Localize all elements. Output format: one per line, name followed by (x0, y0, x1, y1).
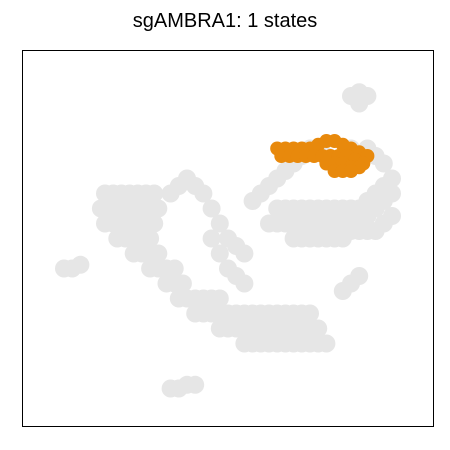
background-cell-point (149, 199, 168, 218)
highlighted-cell-point (344, 164, 358, 178)
background-cell-point (350, 94, 369, 113)
background-cell-point (235, 244, 254, 263)
background-cell-point (210, 214, 229, 233)
background-cell-point (350, 267, 369, 285)
background-cell-point (317, 334, 336, 353)
background-cell-point (301, 304, 319, 323)
background-cell-point (173, 274, 192, 293)
background-cell-point (383, 207, 401, 225)
background-cell-point (149, 244, 168, 263)
background-cell-point (71, 255, 90, 274)
plot-area (22, 50, 434, 427)
background-cell-point (383, 169, 401, 188)
background-cell-point (145, 184, 164, 203)
highlighted-state-layer (270, 134, 375, 178)
background-cell-point (202, 199, 221, 218)
background-cell-point (383, 184, 401, 203)
background-cell-point (210, 289, 229, 308)
background-cell-point (145, 214, 164, 233)
chart-title: sgAMBRA1: 1 states (132, 10, 318, 32)
scatter-plot (55, 83, 401, 398)
background-cell-point (210, 244, 229, 263)
background-cell-point (141, 229, 160, 248)
background-cell-layer (55, 83, 401, 398)
background-cell-point (186, 375, 205, 394)
background-cell-point (194, 184, 213, 203)
background-cell-point (202, 229, 221, 248)
background-cell-point (165, 259, 184, 278)
background-cell-point (309, 319, 328, 338)
background-cell-point (235, 274, 254, 293)
